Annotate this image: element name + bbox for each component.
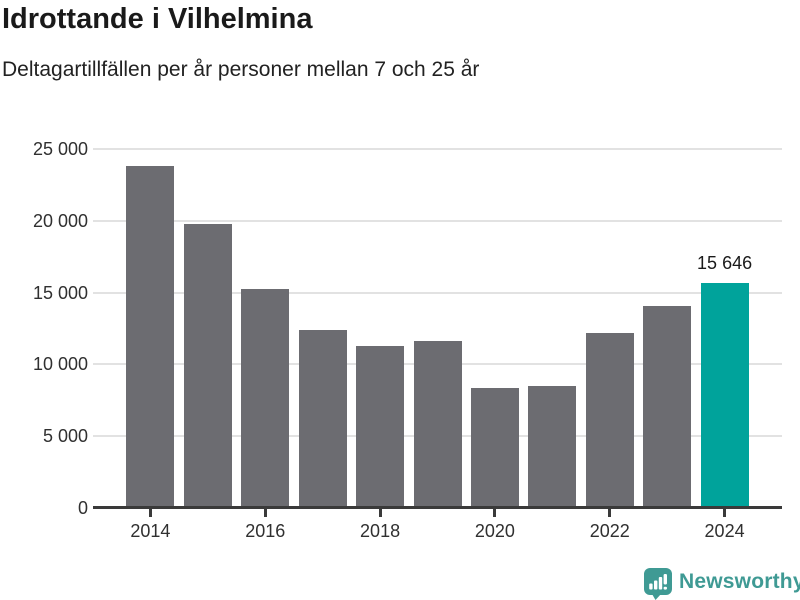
y-axis-tick-label: 15 000 [32,282,88,303]
x-axis-tick-label: 2022 [589,521,630,541]
bar-2024 [700,283,749,508]
newsworthy-brand: Newsworthy [643,566,800,600]
x-axis-tick-label: 2020 [474,521,515,541]
x-axis-tick-label: 2014 [130,521,171,541]
x-axis-tick [378,508,382,517]
bar-2017 [298,329,347,508]
page-title: Idrottande i Vilhelmina [2,3,313,35]
bar-2014 [126,166,175,508]
bar-2016 [241,289,290,508]
value-label: 15 646 [697,253,753,274]
x-axis-tick-label: 2016 [245,521,286,541]
gridline [93,219,782,222]
y-axis-tick-label: 10 000 [32,354,88,375]
x-axis-tick [148,508,152,517]
newsworthy-logo-icon [644,568,672,600]
brand-name: Newsworthy [679,570,800,593]
bar-2019 [413,341,462,508]
bar-2015 [183,223,232,508]
x-axis-tick-label: 2018 [360,521,401,541]
bar-2023 [643,306,692,508]
y-axis-tick-label: 20 000 [32,210,88,231]
bar-2020 [470,387,519,508]
bar-2021 [528,385,577,508]
y-axis-tick-label: 0 [77,498,88,518]
bar-2018 [356,345,405,508]
x-axis-tick [263,508,267,517]
x-axis-tick-label: 2024 [704,521,745,541]
gridline [93,148,782,150]
x-axis-tick [723,508,727,517]
page-subtitle: Deltagartillfällen per år personer mella… [2,58,480,81]
x-axis-line [93,505,782,509]
y-axis-tick-label: 5 000 [42,426,88,447]
x-axis-tick [493,508,497,517]
gridline [93,291,782,294]
y-axis-tick-label: 25 000 [32,139,88,159]
bar-2022 [585,333,634,508]
x-axis-tick [608,508,612,517]
